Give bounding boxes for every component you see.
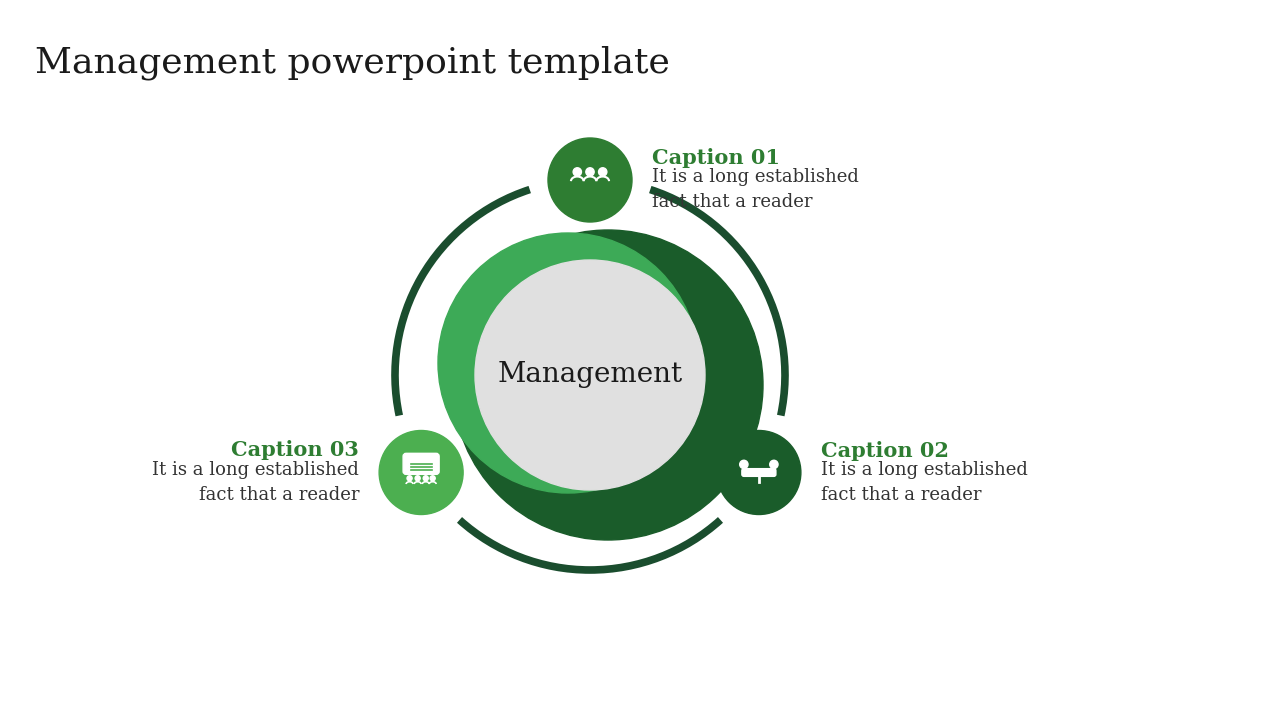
Text: Management: Management (498, 361, 682, 389)
Circle shape (475, 260, 705, 490)
Circle shape (548, 138, 632, 222)
Text: Caption 03: Caption 03 (232, 441, 360, 461)
Circle shape (424, 476, 429, 481)
Text: Caption 01: Caption 01 (652, 148, 780, 168)
Circle shape (573, 168, 581, 176)
Circle shape (599, 168, 607, 176)
Text: It is a long established
fact that a reader: It is a long established fact that a rea… (820, 461, 1028, 504)
Circle shape (430, 476, 435, 481)
Circle shape (717, 431, 801, 515)
Circle shape (586, 168, 594, 176)
Circle shape (407, 476, 412, 481)
Text: Management powerpoint template: Management powerpoint template (35, 45, 669, 79)
FancyBboxPatch shape (742, 469, 776, 477)
FancyBboxPatch shape (403, 454, 439, 474)
Text: It is a long established
fact that a reader: It is a long established fact that a rea… (152, 461, 360, 504)
Circle shape (769, 460, 778, 469)
Text: Caption 02: Caption 02 (820, 441, 948, 461)
Text: It is a long established
fact that a reader: It is a long established fact that a rea… (652, 168, 859, 212)
Circle shape (438, 233, 698, 493)
Circle shape (379, 431, 463, 515)
Circle shape (453, 230, 763, 540)
Circle shape (415, 476, 420, 481)
Circle shape (740, 460, 748, 469)
